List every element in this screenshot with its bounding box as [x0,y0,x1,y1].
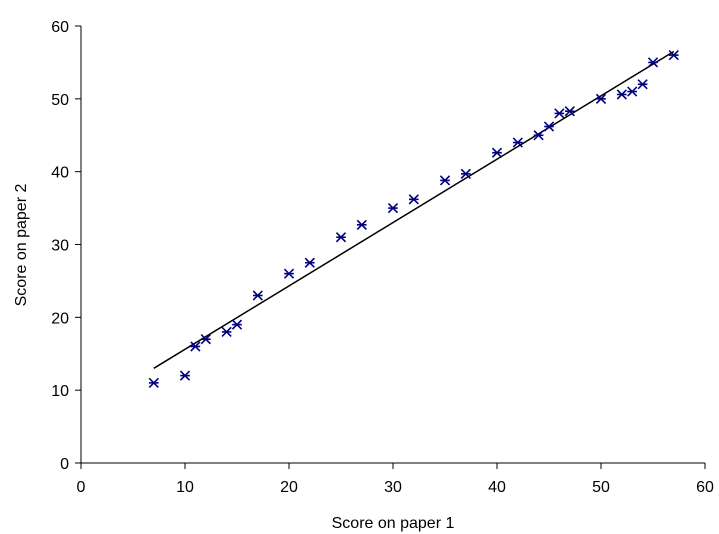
trendline [153,50,675,369]
data-point [564,106,575,117]
data-point [668,50,679,61]
trendline-layer [153,50,675,369]
data-point [356,219,367,230]
data-point [595,93,607,104]
x-tick-label: 40 [488,479,506,496]
y-axis-title: Score on paper 2 [13,184,30,307]
data-point [190,341,201,352]
y-tick-label: 10 [51,383,69,400]
data-point [543,121,555,132]
x-tick-label: 50 [592,479,610,496]
y-tick-label: 30 [51,238,69,255]
x-axis-title: Score on paper 1 [332,515,455,532]
y-tick-label: 0 [60,456,69,473]
data-point [221,326,232,338]
data-point [200,334,211,345]
axes: 0 10 20 30 40 50 60 0 10 20 30 40 50 60 [51,19,714,496]
data-point [637,79,648,90]
y-tick-label: 60 [51,19,69,36]
x-tick-label: 10 [176,479,194,496]
data-point [179,370,191,381]
data-point [231,319,243,330]
data-point [252,290,263,301]
x-tick-label: 0 [77,479,86,496]
data-point [408,194,419,205]
data-point [627,86,638,97]
y-tick-label: 40 [51,165,69,182]
data-point [533,130,544,141]
data-point [460,168,471,179]
x-tick-label: 60 [696,479,714,496]
data-point [647,57,659,68]
data-point [283,268,295,279]
data-point [148,377,159,389]
x-tick-label: 20 [280,479,298,496]
data-point [387,202,399,214]
markers-layer [148,50,679,389]
y-tick-label: 50 [51,92,69,109]
data-point [491,147,503,158]
y-tick-label: 20 [51,310,69,327]
data-point [304,257,315,268]
data-point [616,89,627,100]
data-point [512,137,523,148]
data-point [439,175,451,186]
x-tick-label: 30 [384,479,402,496]
data-point [554,108,565,119]
data-point [335,232,347,243]
